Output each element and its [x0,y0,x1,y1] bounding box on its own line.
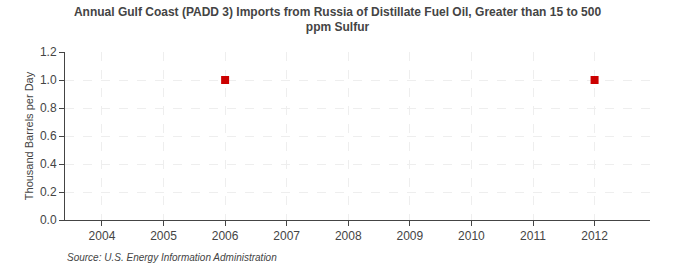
svg-text:0.8: 0.8 [40,101,57,115]
svg-text:2010: 2010 [458,229,485,243]
svg-text:Annual Gulf Coast (PADD 3) Imp: Annual Gulf Coast (PADD 3) Imports from … [74,5,602,35]
svg-text:0.4: 0.4 [40,157,57,171]
svg-text:2008: 2008 [335,229,362,243]
svg-text:2005: 2005 [150,229,177,243]
svg-text:0.0: 0.0 [40,213,57,227]
svg-text:2012: 2012 [581,229,608,243]
svg-text:2006: 2006 [212,229,239,243]
svg-text:0.6: 0.6 [40,129,57,143]
svg-text:Source: U.S. Energy Informatio: Source: U.S. Energy Information Administ… [67,252,277,263]
svg-text:2007: 2007 [273,229,300,243]
svg-text:0.2: 0.2 [40,185,57,199]
svg-text:1.0: 1.0 [40,73,57,87]
svg-text:1.2: 1.2 [40,45,57,59]
svg-text:2009: 2009 [396,229,423,243]
svg-text:2011: 2011 [520,229,546,243]
svg-text:Thousand Barrels per Day: Thousand Barrels per Day [23,71,35,200]
svg-text:2004: 2004 [89,229,116,243]
